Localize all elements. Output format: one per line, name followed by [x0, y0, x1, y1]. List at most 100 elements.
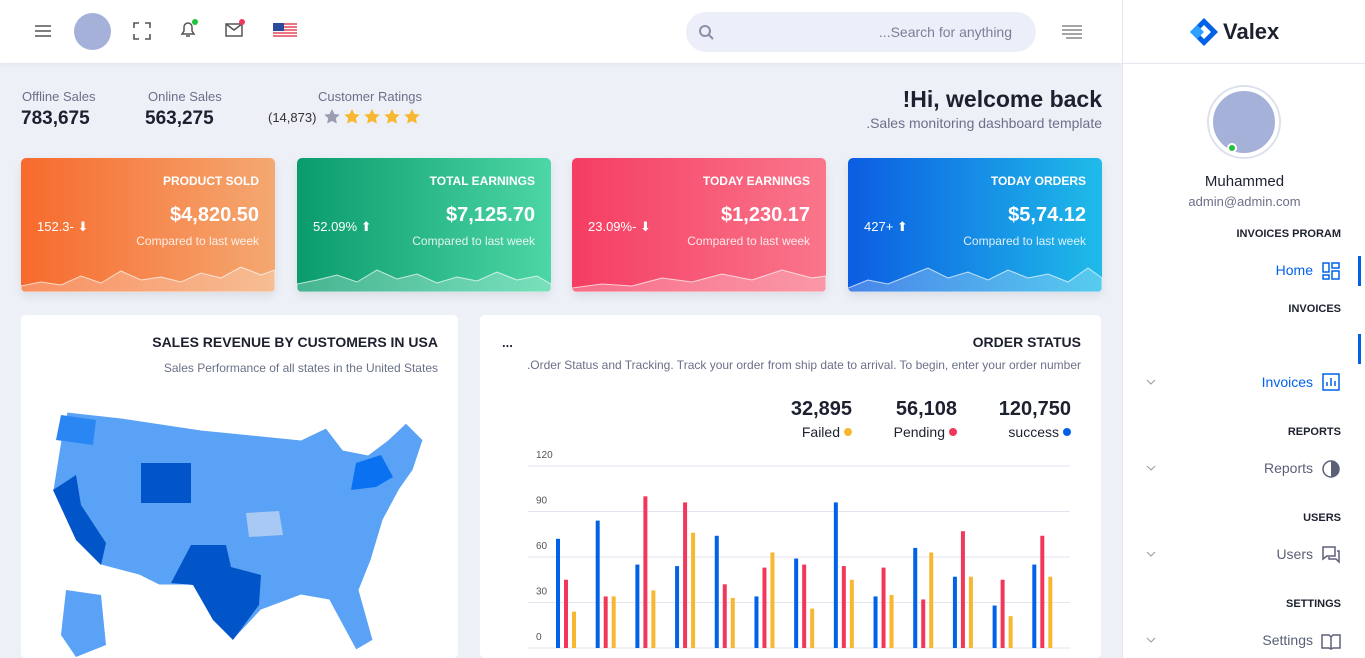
- search-placeholder: ...Search for anything: [878, 24, 1012, 40]
- bar: [1032, 564, 1037, 648]
- card-note: Compared to last week: [136, 234, 259, 248]
- chevron[interactable]: [1145, 634, 1157, 646]
- y-tick-label: 60: [536, 541, 548, 552]
- y-tick-label: 120: [536, 450, 553, 461]
- card-title: TOTAL EARNINGS: [429, 174, 535, 188]
- nav-icon: [1322, 546, 1340, 564]
- stat-value: 563,275: [145, 108, 214, 129]
- stat-value: 783,675: [21, 108, 90, 129]
- nav-icon: [1321, 634, 1341, 650]
- stat-card: PRODUCT SOLD $4,820.50 Compared to last …: [21, 158, 275, 292]
- y-tick-label: 90: [536, 496, 548, 507]
- bar: [992, 605, 997, 648]
- brand-name: Valex: [1223, 19, 1280, 44]
- user-email: admin@admin.com: [1188, 194, 1301, 209]
- bar: [651, 590, 656, 648]
- bar: [691, 532, 696, 648]
- fullscreen-icon[interactable]: [133, 22, 151, 40]
- chevron[interactable]: [1145, 462, 1157, 474]
- top-bar: ...Search for anything: [0, 0, 1122, 63]
- stat-label: Offline Sales: [22, 89, 96, 104]
- card-change: 427+ ⬆: [864, 219, 908, 234]
- card-change: 152.3- ⬇: [37, 219, 89, 234]
- bar: [714, 535, 719, 648]
- nav-item[interactable]: Users: [1276, 546, 1313, 562]
- bar: [770, 552, 775, 648]
- nav-icon: [1322, 262, 1340, 280]
- divider: [1123, 63, 1365, 64]
- legend-label: success: [1008, 424, 1059, 440]
- stat-label: Online Sales: [148, 89, 222, 104]
- bar: [595, 520, 600, 648]
- bar: [1048, 576, 1053, 648]
- menu-icon[interactable]: [34, 22, 52, 40]
- bar: [611, 596, 616, 648]
- card-change: 52.09% ⬆: [313, 219, 372, 234]
- stat-card: TODAY ORDERS $5,74.12 Compared to last w…: [848, 158, 1102, 292]
- y-tick-label: 30: [536, 587, 548, 598]
- legend-dot: [1063, 428, 1071, 436]
- legend-total: 120,750: [999, 398, 1071, 420]
- panel-subtitle: Sales Performance of all states in the U…: [163, 361, 438, 375]
- mail-icon[interactable]: [224, 18, 246, 40]
- bar: [722, 584, 727, 648]
- notification-icon[interactable]: [178, 18, 200, 40]
- bar: [841, 566, 846, 648]
- bar: [643, 496, 648, 648]
- nav-item[interactable]: Settings: [1262, 632, 1313, 648]
- bar: [960, 531, 965, 648]
- section-heading: USERS: [1303, 512, 1341, 524]
- sidebar: Valex Muhammed admin@admin.com INVOICES …: [1122, 0, 1365, 658]
- bar: [754, 596, 759, 648]
- avatar[interactable]: [74, 13, 111, 50]
- nav-item[interactable]: Home: [1275, 262, 1313, 278]
- legend-dot: [844, 428, 852, 436]
- section-heading: INVOICES PRORAM: [1236, 228, 1341, 240]
- welcome-subtitle: .Sales monitoring dashboard template: [866, 115, 1102, 131]
- active-indicator: [1358, 256, 1361, 286]
- panel-title: SALES REVENUE BY CUSTOMERS IN USA: [152, 334, 438, 350]
- map-panel: SALES REVENUE BY CUSTOMERS IN USA Sales …: [21, 315, 458, 658]
- bar: [603, 596, 608, 648]
- bar: [833, 502, 838, 648]
- us-map: [52, 411, 424, 657]
- bar: [913, 547, 918, 648]
- bar: [794, 558, 799, 648]
- bar: [1008, 616, 1013, 648]
- change-text: 427+: [864, 219, 894, 234]
- search-icon: [699, 25, 714, 40]
- card-title: TODAY EARNINGS: [702, 174, 810, 188]
- change-text: 152.3-: [37, 219, 74, 234]
- chevron[interactable]: [1145, 548, 1157, 560]
- panel-title: ORDER STATUS: [972, 334, 1081, 350]
- nav-item[interactable]: Reports: [1263, 460, 1313, 476]
- panel-description: .Order Status and Tracking. Track your o…: [526, 358, 1081, 372]
- online-dot: [1227, 143, 1237, 153]
- stat-label: Customer Ratings: [318, 89, 423, 104]
- section-heading: SETTINGS: [1285, 598, 1341, 610]
- flag-icon[interactable]: [273, 23, 297, 39]
- chevron[interactable]: [1145, 376, 1157, 388]
- bar: [730, 597, 735, 648]
- profile-avatar: [1209, 87, 1279, 157]
- options-icon[interactable]: [1061, 24, 1083, 40]
- card-note: Compared to last week: [687, 234, 810, 248]
- legend-total: 32,895: [791, 398, 852, 420]
- bar: [683, 502, 688, 648]
- legend-label: Pending: [894, 424, 945, 440]
- bar: [889, 594, 894, 648]
- card-note: Compared to last week: [963, 234, 1086, 248]
- brand-logo: [1190, 18, 1218, 46]
- bar: [556, 538, 560, 648]
- nav-item[interactable]: Invoices: [1261, 374, 1313, 390]
- bar: [849, 579, 854, 648]
- y-tick-label: 0: [536, 632, 542, 643]
- bar: [635, 564, 640, 648]
- welcome-title: !Hi, welcome back: [902, 86, 1102, 112]
- panel-menu[interactable]: ...: [502, 335, 513, 350]
- bar: [810, 608, 815, 648]
- sparkline: [848, 267, 1102, 292]
- search-box[interactable]: ...Search for anything: [686, 12, 1036, 52]
- legend-label: Failed: [802, 424, 840, 440]
